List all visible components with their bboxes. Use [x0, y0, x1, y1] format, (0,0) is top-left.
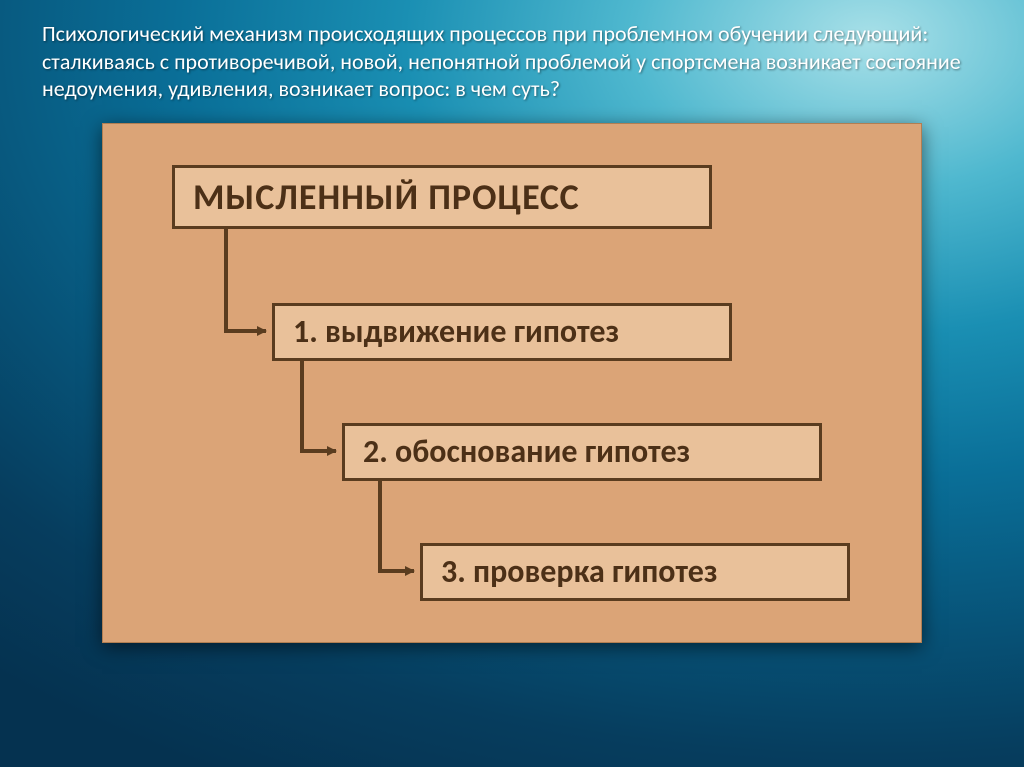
- step-label: 3. проверка гипотез: [441, 552, 718, 591]
- step-node: 1. выдвижение гипотез: [272, 303, 732, 361]
- step-node: 2. обоснование гипотез: [342, 423, 822, 481]
- step-label: 1. выдвижение гипотез: [293, 312, 619, 351]
- title-node-label: МЫСЛЕННЫЙ ПРОЦЕСС: [193, 175, 580, 219]
- intro-paragraph: Психологический механизм происходящих пр…: [42, 20, 982, 103]
- step-label: 2. обоснование гипотез: [363, 432, 690, 471]
- diagram-panel: МЫСЛЕННЫЙ ПРОЦЕСС 1. выдвижение гипотез …: [102, 123, 922, 643]
- step-node: 3. проверка гипотез: [420, 543, 850, 601]
- slide: Психологический механизм происходящих пр…: [0, 0, 1024, 767]
- title-node: МЫСЛЕННЫЙ ПРОЦЕСС: [172, 165, 712, 229]
